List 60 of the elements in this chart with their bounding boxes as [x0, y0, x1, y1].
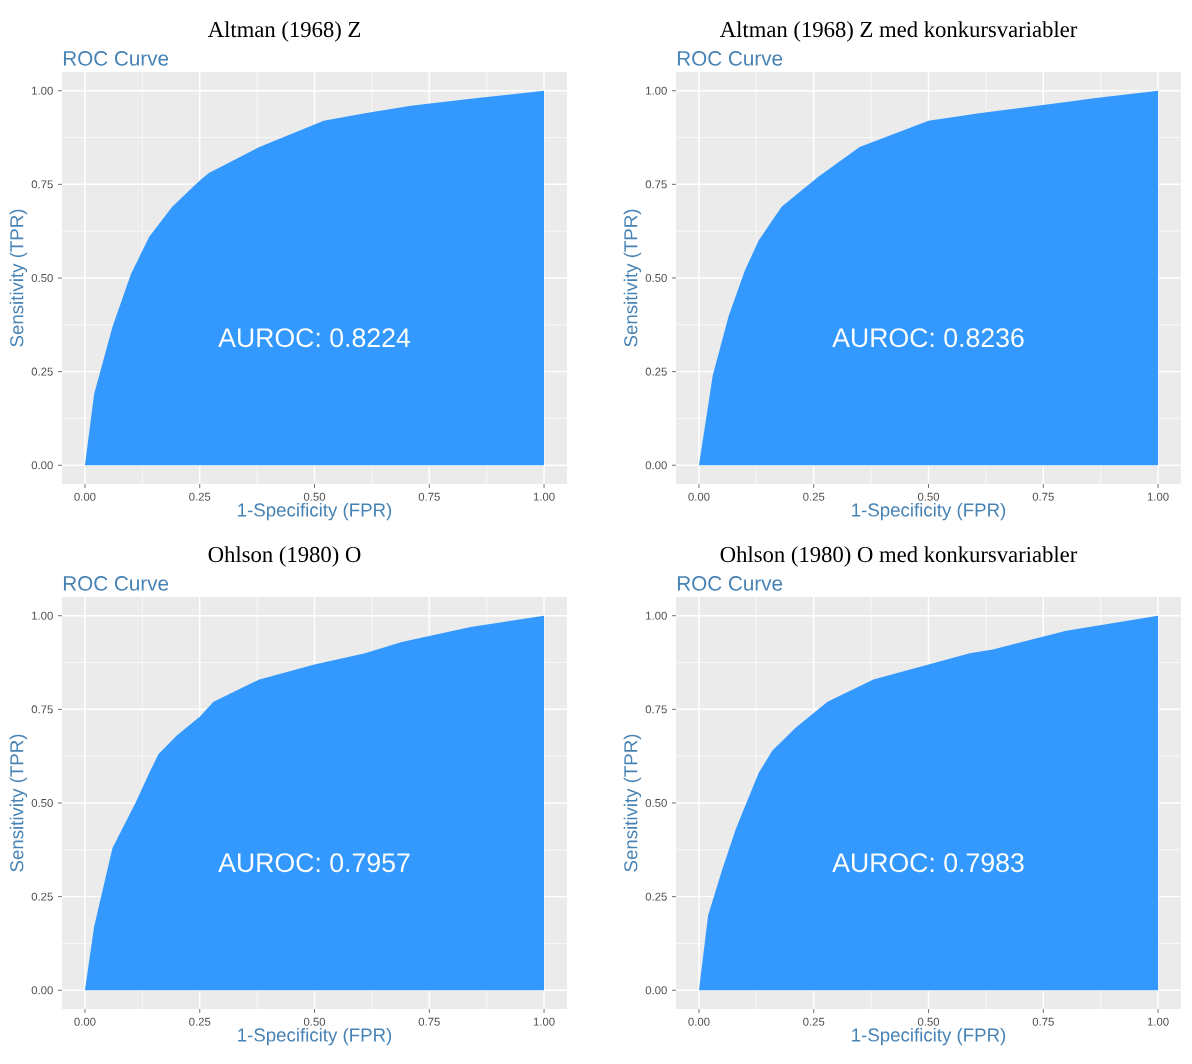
annotation: AUROC: 0.8224 — [218, 328, 411, 348]
y-tick-label: 1.00 — [32, 86, 53, 95]
y-tick-label: 0.25 — [645, 892, 667, 901]
x-tick-label: 1.00 — [1147, 1017, 1169, 1026]
y-tick-label: 1.00 — [646, 611, 667, 620]
x-tick-label: 0.25 — [803, 1017, 825, 1026]
x-tick-label: 0.00 — [688, 492, 710, 501]
x-tick-label: 0.50 — [917, 492, 940, 501]
y-tick-label: 0.25 — [31, 892, 53, 901]
y-tick-label: 0.50 — [645, 798, 667, 807]
x-tick-label: 0.25 — [189, 1017, 211, 1026]
x-tick-label: 0.50 — [917, 1017, 940, 1026]
y-tick-label: 0.50 — [31, 798, 53, 807]
chart-title: Ohlson (1980) O med konkursvariabler — [720, 546, 1078, 567]
x-axis-title: 1-Specificity (FPR) — [852, 502, 1006, 521]
x-tick-label: 1.00 — [1147, 492, 1169, 501]
chart-title: Altman (1968) Z med konkursvariabler — [719, 21, 1078, 42]
y-tick-label: 0.75 — [31, 705, 53, 714]
y-tick-label: 0.50 — [31, 273, 53, 282]
chart-subtitle: ROC Curve — [63, 576, 169, 591]
x-tick-label: 0.00 — [74, 492, 96, 501]
y-axis-title: Sensitivity (TPR) — [623, 209, 642, 347]
y-tick-label: 0.75 — [31, 180, 53, 189]
y-tick-label: 0.00 — [31, 461, 53, 470]
x-tick-label: 0.75 — [1032, 492, 1054, 501]
y-tick-label: 0.50 — [645, 273, 667, 282]
chart-title: Altman (1968) Z — [207, 21, 361, 42]
x-tick-label: 1.00 — [533, 492, 555, 501]
annotation: AUROC: 0.8236 — [832, 328, 1024, 348]
x-tick-label: 0.25 — [189, 492, 211, 501]
y-tick-label: 0.00 — [645, 461, 667, 470]
x-axis-title: 1-Specificity (FPR) — [238, 1027, 392, 1046]
chart-title: Ohlson (1980) O — [208, 546, 361, 567]
y-tick-label: 0.75 — [645, 180, 667, 189]
y-tick-label: 1.00 — [646, 86, 667, 95]
y-tick-label: 0.75 — [645, 705, 667, 714]
y-axis-title: Sensitivity (TPR) — [623, 734, 642, 872]
chart-subtitle: ROC Curve — [63, 51, 169, 66]
y-tick-label: 0.00 — [645, 986, 667, 995]
x-axis-title: 1-Specificity (FPR) — [238, 502, 392, 521]
x-tick-label: 0.00 — [74, 1017, 96, 1026]
y-tick-label: 0.00 — [31, 986, 53, 995]
x-tick-label: 0.25 — [803, 492, 825, 501]
x-tick-label: 0.50 — [303, 1017, 326, 1026]
x-tick-label: 0.75 — [418, 1017, 440, 1026]
chart-subtitle: ROC Curve — [677, 51, 783, 66]
annotation: AUROC: 0.7983 — [832, 853, 1024, 873]
x-tick-label: 1.00 — [533, 1017, 555, 1026]
x-tick-label: 0.75 — [418, 492, 440, 501]
x-tick-label: 0.50 — [303, 492, 326, 501]
y-tick-label: 0.25 — [645, 367, 667, 376]
y-tick-label: 1.00 — [32, 611, 53, 620]
y-axis-title: Sensitivity (TPR) — [9, 209, 28, 347]
x-axis-title: 1-Specificity (FPR) — [852, 1027, 1006, 1046]
x-tick-label: 0.00 — [688, 1017, 710, 1026]
chart-subtitle: ROC Curve — [677, 576, 783, 591]
annotation: AUROC: 0.7957 — [218, 853, 410, 873]
y-tick-label: 0.25 — [31, 367, 53, 376]
y-axis-title: Sensitivity (TPR) — [9, 734, 28, 872]
x-tick-label: 0.75 — [1032, 1017, 1054, 1026]
